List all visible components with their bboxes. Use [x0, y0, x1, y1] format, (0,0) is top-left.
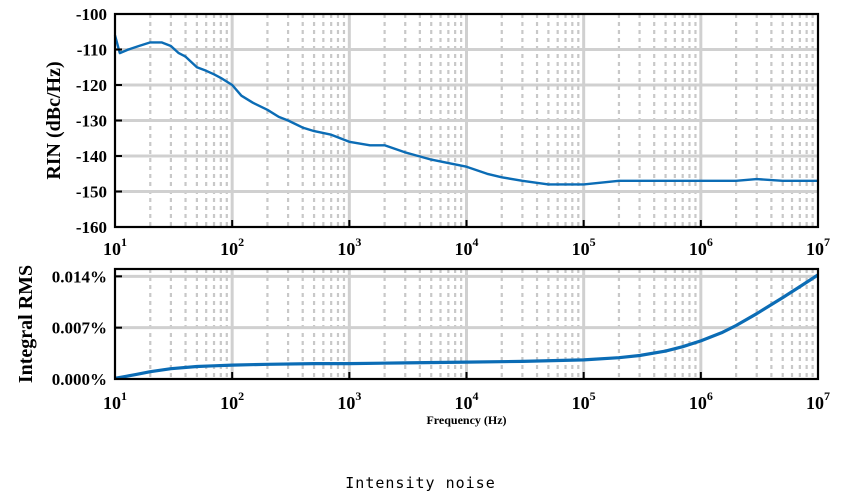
- x-tick-base: 10: [220, 239, 238, 259]
- x-tick-exponent: 5: [590, 389, 596, 403]
- y-tick-label: -150: [76, 183, 107, 202]
- rin-y-axis-label: RIN (dBc/Hz): [43, 61, 65, 179]
- x-tick-exponent: 6: [707, 389, 713, 403]
- x-tick-label: 102: [220, 389, 244, 413]
- x-tick-exponent: 3: [355, 389, 361, 403]
- rin-x-ticks: 101 102 103 104 105 106 107: [103, 220, 830, 259]
- x-tick-exponent: 6: [707, 235, 713, 249]
- x-tick-exponent: 1: [121, 235, 127, 249]
- x-tick-label: 105: [572, 389, 596, 413]
- y-tick-label: -120: [76, 76, 107, 95]
- y-tick-label: -160: [76, 218, 107, 237]
- x-tick-base: 10: [337, 239, 355, 259]
- y-tick-label: 0.000%: [52, 370, 107, 389]
- integral-rms-x-ticks: 101 102 103 104 105 106 107: [103, 372, 830, 413]
- y-tick-label: 0.007%: [52, 319, 107, 338]
- integral-rms-y-ticks: 0.014% 0.007% 0.000%: [52, 267, 122, 389]
- rin-series-line: [113, 34, 818, 186]
- y-tick-label: -110: [77, 41, 107, 60]
- integral-rms-y-axis-label: Integral RMS: [15, 265, 37, 383]
- x-tick-exponent: 1: [121, 389, 127, 403]
- x-tick-base: 10: [806, 239, 824, 259]
- x-tick-base: 10: [337, 393, 355, 413]
- x-tick-exponent: 5: [590, 235, 596, 249]
- frequency-x-axis-label: Frequency (Hz): [426, 413, 506, 427]
- rin-panel: -100-110-120-130-140-150-160 101 102 103 10…: [43, 5, 830, 259]
- x-tick-label: 105: [572, 235, 596, 259]
- x-tick-base: 10: [103, 239, 121, 259]
- x-tick-exponent: 4: [473, 389, 479, 403]
- x-tick-base: 10: [220, 393, 238, 413]
- x-tick-base: 10: [572, 393, 590, 413]
- y-tick-label: -130: [76, 112, 107, 131]
- integral-rms-series-line: [114, 273, 819, 380]
- y-tick-label: -140: [76, 147, 107, 166]
- x-tick-exponent: 7: [824, 389, 830, 403]
- x-tick-base: 10: [689, 239, 707, 259]
- x-tick-base: 10: [572, 239, 590, 259]
- x-tick-label: 103: [337, 235, 361, 259]
- x-tick-label: 101: [103, 389, 127, 413]
- x-tick-exponent: 3: [355, 235, 361, 249]
- y-tick-label: -100: [76, 5, 107, 24]
- x-tick-base: 10: [455, 393, 473, 413]
- x-tick-base: 10: [806, 393, 824, 413]
- x-tick-label: 107: [806, 389, 830, 413]
- x-tick-base: 10: [103, 393, 121, 413]
- x-tick-base: 10: [689, 393, 707, 413]
- rin-y-ticks: -100 -110 -120 -130 -140 -150 -160: [76, 5, 122, 237]
- x-tick-label: 107: [806, 235, 830, 259]
- x-tick-label: 101: [103, 235, 127, 259]
- x-tick-exponent: 7: [824, 235, 830, 249]
- x-tick-label: 106: [689, 235, 713, 259]
- x-tick-base: 10: [455, 239, 473, 259]
- x-tick-exponent: 2: [238, 235, 244, 249]
- figure-caption: Intensity noise: [345, 474, 496, 492]
- y-tick-label: 0.014%: [52, 267, 107, 286]
- x-tick-label: 106: [689, 389, 713, 413]
- x-tick-label: 104: [455, 235, 479, 259]
- x-tick-label: 103: [337, 389, 361, 413]
- rin-grid: [115, 14, 818, 227]
- integral-rms-panel: 0.014%0.007%0.000% 101 102 103 104 105 106 107…: [15, 265, 830, 427]
- x-tick-label: 102: [220, 235, 244, 259]
- x-tick-exponent: 2: [238, 389, 244, 403]
- x-tick-label: 104: [455, 389, 479, 413]
- x-tick-exponent: 4: [473, 235, 479, 249]
